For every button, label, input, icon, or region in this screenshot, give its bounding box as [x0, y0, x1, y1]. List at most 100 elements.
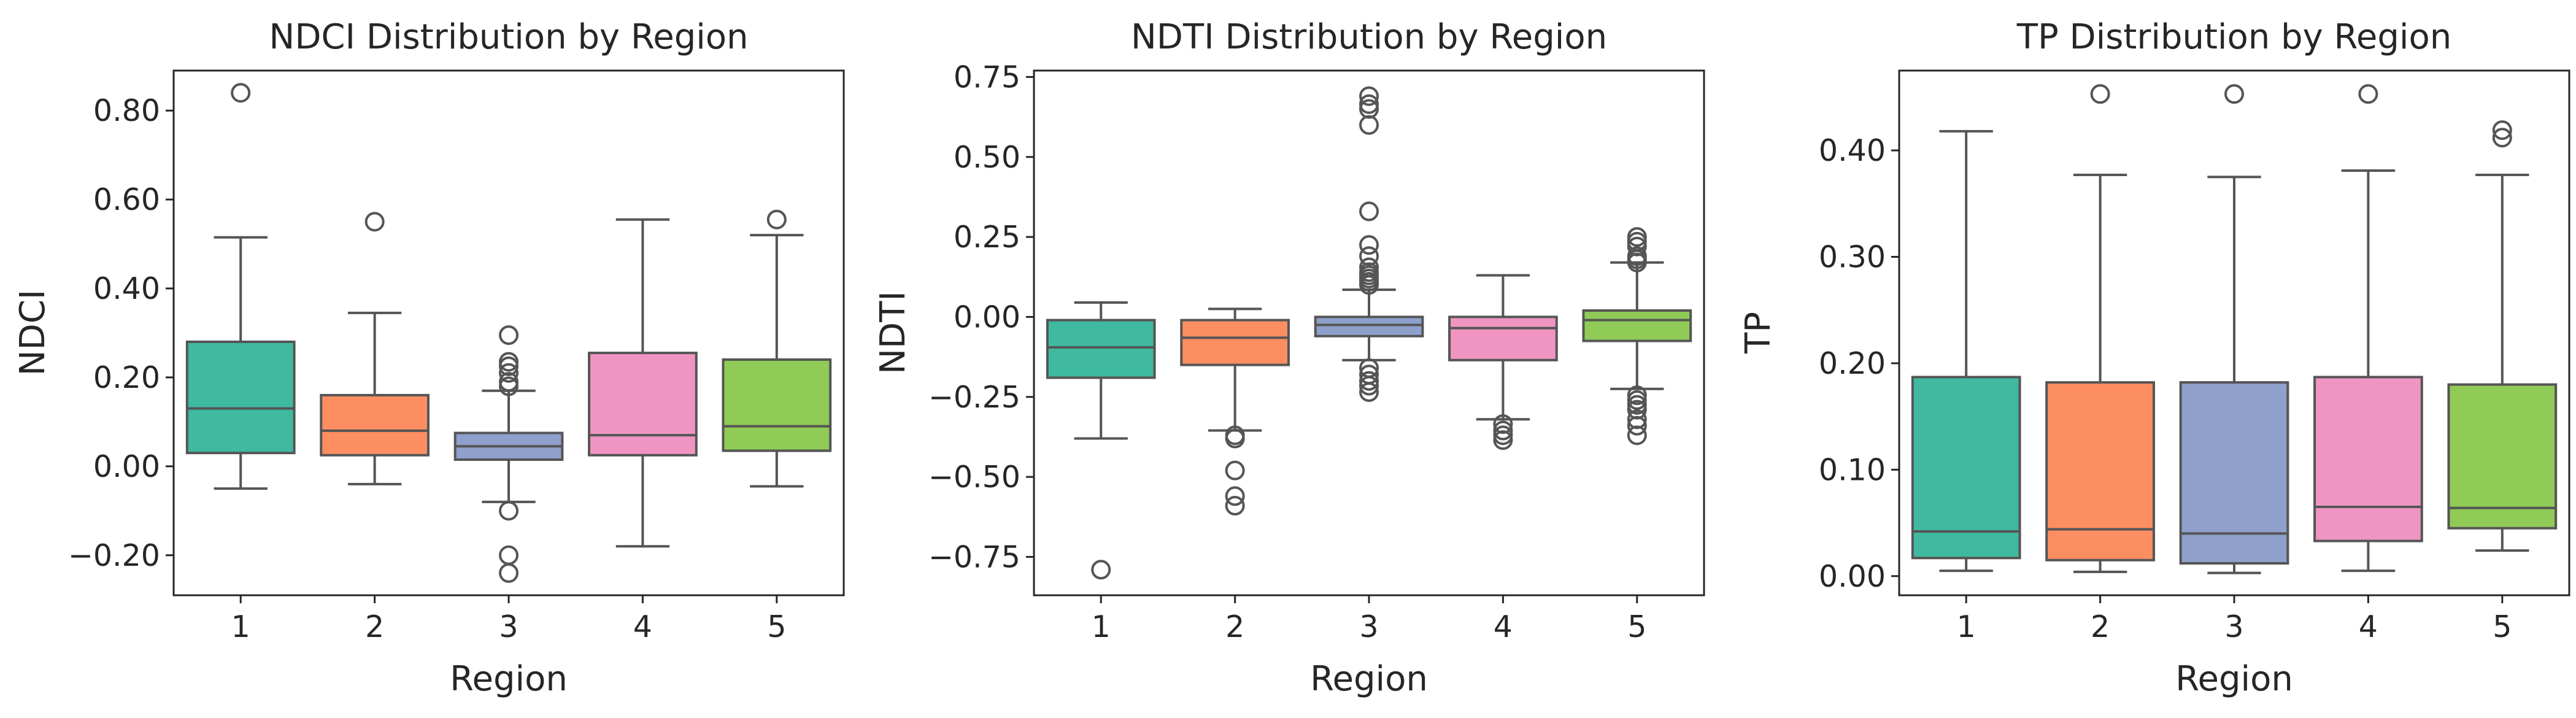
xtick-label: 2	[365, 609, 384, 644]
iqr-box	[320, 393, 430, 457]
plot-area-tp	[1911, 84, 2558, 574]
box-ndci-region-3	[453, 325, 564, 583]
ytick-label: 0.20	[1819, 346, 1886, 381]
outlier-point	[1359, 235, 1379, 255]
outlier-point	[1627, 385, 1647, 406]
xtick-label: 4	[1494, 609, 1513, 644]
outlier-point	[1493, 425, 1513, 446]
outlier-point	[1627, 227, 1647, 247]
ytick-label: 0.20	[93, 360, 160, 395]
panel-tp: TP Distribution by Region Region TP 0.00…	[1738, 17, 2570, 699]
outlier-point	[1225, 460, 1245, 481]
box-ndci-region-2	[320, 212, 430, 485]
outlier-point	[364, 212, 385, 232]
plot-area-ndti	[1046, 86, 1692, 580]
iqr-box	[185, 340, 296, 455]
box-ndti-region-2	[1180, 307, 1290, 516]
outlier-point	[1359, 115, 1379, 135]
outlier-point	[1359, 382, 1379, 402]
outlier-point	[1091, 560, 1111, 580]
iqr-box	[1582, 309, 1692, 342]
box-tp-region-5	[2447, 120, 2558, 552]
outlier-point	[2090, 84, 2110, 104]
ytick-label: 0.75	[954, 60, 1020, 95]
ytick-label: 0.60	[93, 182, 160, 217]
xtick-label: 2	[1225, 609, 1244, 644]
panel-ndti: NDTI Distribution by Region Region NDTI …	[873, 17, 1705, 699]
iqr-box	[1911, 376, 2021, 560]
outlier-point	[1493, 430, 1513, 450]
outlier-point	[1627, 390, 1647, 410]
outlier-point	[499, 563, 519, 583]
outlier-point	[1627, 415, 1647, 436]
outlier-point	[2492, 120, 2512, 141]
title-ndci: NDCI Distribution by Region	[269, 17, 748, 57]
xtick-label: 5	[1627, 609, 1646, 644]
ylabel-ndti: NDTI	[873, 291, 913, 374]
xtick-label: 4	[633, 609, 652, 644]
iqr-box	[1046, 318, 1156, 379]
iqr-box	[2313, 376, 2423, 542]
ytick-label: 0.00	[93, 449, 160, 484]
iqr-box	[1314, 315, 1424, 338]
xtick-label: 5	[2493, 609, 2512, 644]
outlier-point	[499, 356, 519, 376]
outlier-point	[1359, 275, 1379, 295]
iqr-box	[1448, 315, 1558, 361]
iqr-box	[2179, 381, 2289, 565]
outlier-point	[499, 376, 519, 396]
outlier-point	[1359, 376, 1379, 396]
ytick-label: 0.10	[1819, 452, 1886, 487]
box-tp-region-4	[2313, 84, 2423, 573]
outlier-point	[231, 83, 251, 103]
ytick-label: 0.00	[954, 299, 1020, 334]
xtick-label: 4	[2359, 609, 2378, 644]
iqr-box	[2045, 381, 2155, 562]
outlier-point	[2358, 84, 2378, 104]
outlier-point	[2224, 84, 2244, 104]
outlier-point	[1359, 94, 1379, 114]
plot-area-ndci	[185, 83, 832, 583]
xtick-label: 3	[2224, 609, 2243, 644]
outlier-point	[1359, 201, 1379, 222]
outlier-point	[2492, 128, 2512, 148]
title-tp: TP Distribution by Region	[2016, 17, 2451, 57]
box-tp-region-1	[1911, 129, 2021, 573]
outlier-point	[1225, 496, 1245, 516]
box-tp-region-2	[2045, 84, 2155, 573]
box-ndci-region-4	[588, 218, 698, 548]
ytick-label: 0.40	[1819, 133, 1886, 168]
outlier-point	[1359, 371, 1379, 391]
outlier-point	[1225, 486, 1245, 506]
xtick-label: 1	[1957, 609, 1976, 644]
ytick-label: 0.80	[93, 93, 160, 128]
box-ndti-region-4	[1448, 274, 1558, 450]
xtick-label: 3	[499, 609, 518, 644]
outlier-point	[499, 501, 519, 521]
iqr-box	[1180, 318, 1290, 366]
title-ndti: NDTI Distribution by Region	[1131, 17, 1607, 57]
ytick-label: 0.40	[93, 271, 160, 306]
ylabel-tp: TP	[1738, 312, 1778, 354]
outlier-point	[1493, 420, 1513, 441]
box-ndti-region-5	[1582, 227, 1692, 446]
xtick-label: 1	[231, 609, 250, 644]
box-ndci-region-5	[722, 209, 832, 488]
ytick-label: 0.50	[954, 140, 1020, 175]
outlier-point	[499, 363, 519, 383]
box-ndti-region-3	[1314, 86, 1424, 402]
outlier-point	[499, 545, 519, 565]
outlier-point	[766, 209, 787, 230]
iqr-box	[588, 352, 698, 457]
xlabel-ndti: Region	[1310, 659, 1428, 699]
ytick-label: −0.50	[928, 460, 1020, 495]
box-ndci-region-1	[185, 83, 296, 490]
outlier-point	[1627, 425, 1647, 446]
outlier-point	[499, 325, 519, 345]
xlabel-ndci: Region	[450, 659, 568, 699]
ytick-label: −0.75	[928, 539, 1020, 574]
ytick-label: 0.30	[1819, 239, 1886, 274]
xtick-label: 2	[2091, 609, 2110, 644]
iqr-box	[722, 358, 832, 452]
